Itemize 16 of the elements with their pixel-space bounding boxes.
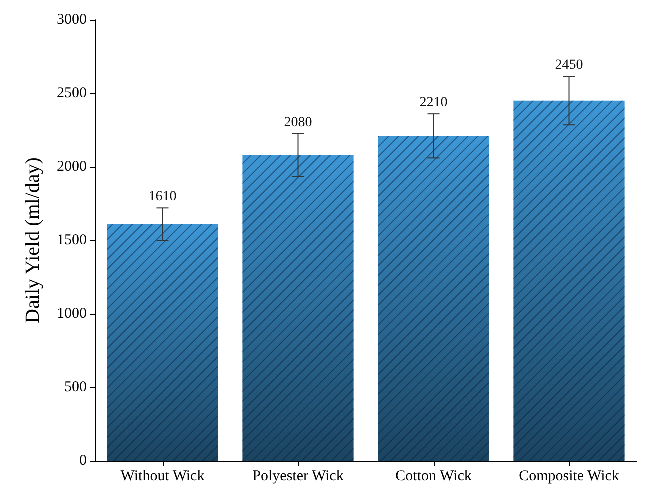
y-tick-label: 2000 <box>57 159 87 175</box>
y-tick-label: 2500 <box>57 86 87 102</box>
data-label: 2080 <box>284 115 312 130</box>
y-axis-title: Daily Yield (ml/day) <box>22 158 44 324</box>
y-tick-label: 1500 <box>57 232 87 248</box>
x-tick-label: Composite Wick <box>519 468 620 484</box>
x-tick-label: Cotton Wick <box>396 468 472 484</box>
y-tick-label: 0 <box>80 453 87 469</box>
data-label: 1610 <box>148 190 177 205</box>
x-tick-label: Polyester Wick <box>252 468 344 484</box>
data-label: 2210 <box>420 96 448 111</box>
y-tick-label: 1000 <box>57 306 87 322</box>
data-label: 2450 <box>555 58 584 74</box>
y-tick-label: 3000 <box>57 12 87 28</box>
x-tick-label: Without Wick <box>120 468 206 484</box>
y-tick-label: 500 <box>64 380 87 396</box>
